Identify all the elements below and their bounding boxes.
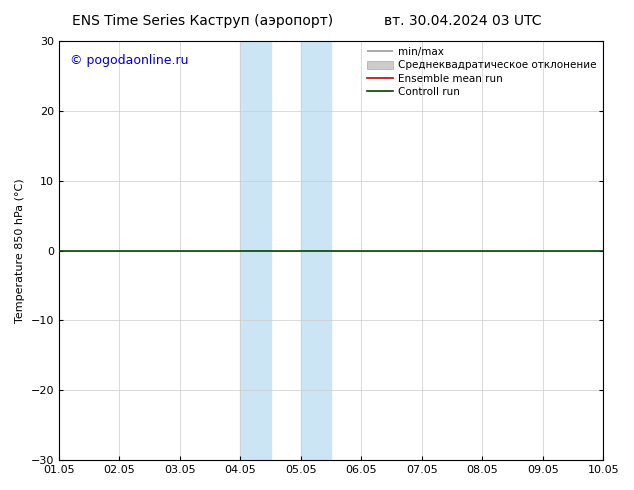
- Text: ENS Time Series Каструп (аэропорт): ENS Time Series Каструп (аэропорт): [72, 14, 333, 28]
- Text: © pogodaonline.ru: © pogodaonline.ru: [70, 53, 188, 67]
- Bar: [603, 41, 633, 460]
- Bar: [240, 41, 271, 460]
- Text: вт. 30.04.2024 03 UTC: вт. 30.04.2024 03 UTC: [384, 14, 541, 28]
- Y-axis label: Temperature 850 hPa (°C): Temperature 850 hPa (°C): [15, 178, 25, 323]
- Bar: [301, 41, 331, 460]
- Legend: min/max, Среднеквадратическое отклонение, Ensemble mean run, Controll run: min/max, Среднеквадратическое отклонение…: [363, 43, 601, 101]
